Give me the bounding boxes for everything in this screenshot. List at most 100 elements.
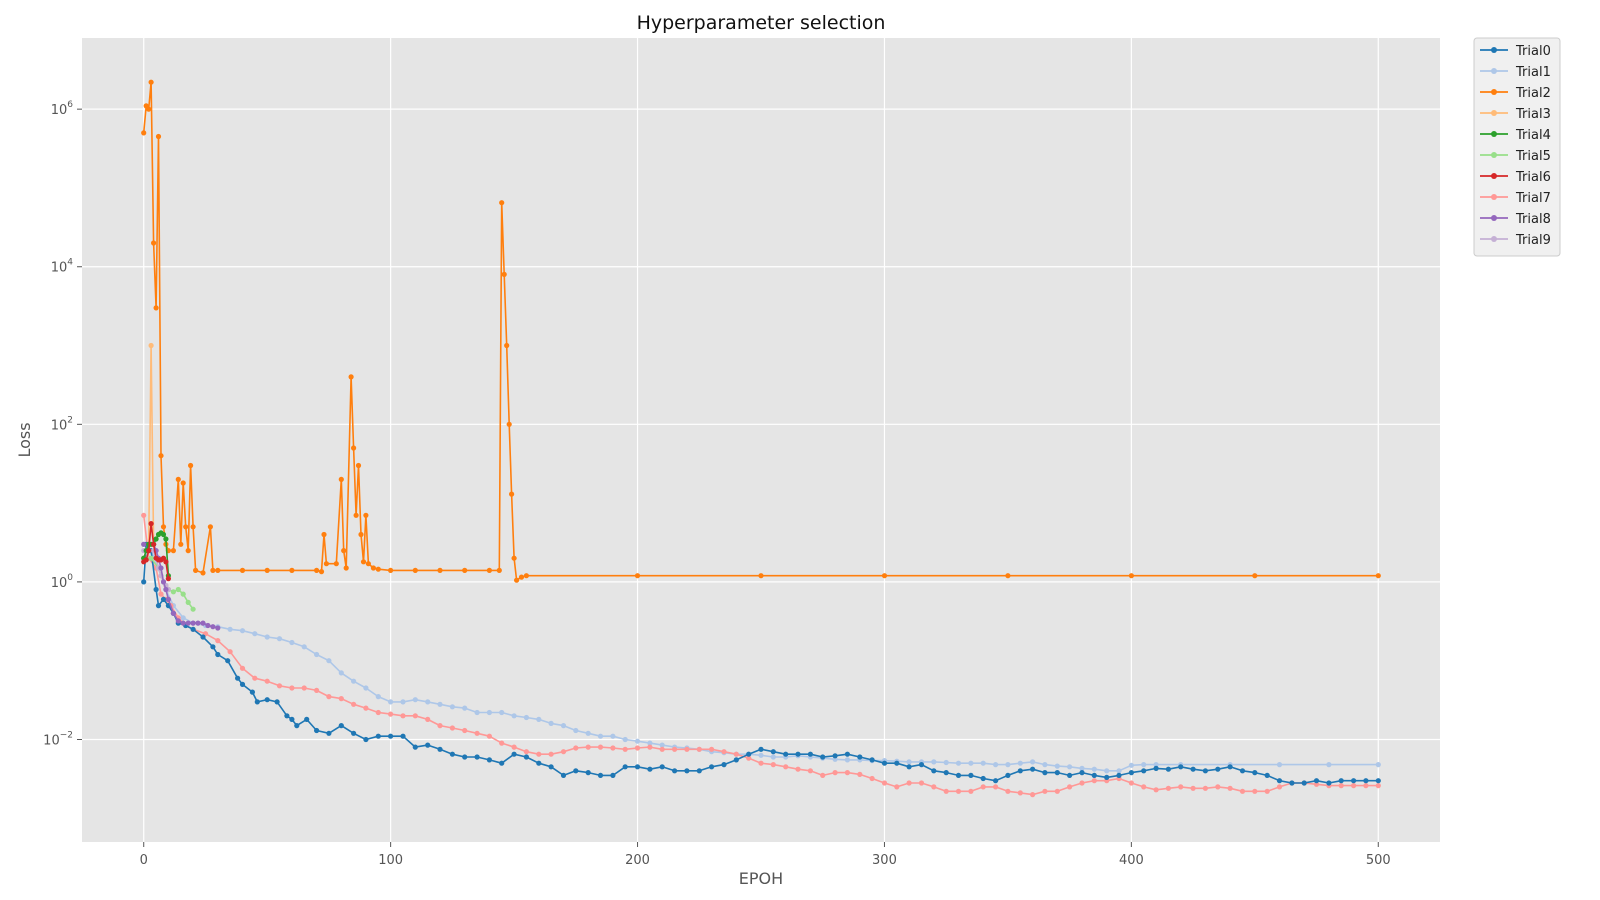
data-point xyxy=(314,651,320,658)
data-point xyxy=(341,548,347,554)
data-point xyxy=(758,760,764,766)
data-point xyxy=(143,557,149,563)
data-point xyxy=(548,751,554,757)
data-point xyxy=(548,764,554,770)
data-point xyxy=(1326,780,1332,786)
data-point xyxy=(1128,770,1134,776)
data-point xyxy=(523,754,530,760)
data-point xyxy=(597,772,604,779)
data-point xyxy=(148,555,154,561)
legend-swatch-marker xyxy=(1491,152,1497,158)
data-point xyxy=(993,784,999,790)
data-point xyxy=(146,548,152,554)
data-point xyxy=(225,658,231,664)
data-point xyxy=(449,725,455,731)
y-tick-base: 10 xyxy=(51,576,68,591)
data-point xyxy=(360,559,367,565)
data-point xyxy=(1104,768,1110,774)
legend-item: Trial2 xyxy=(1480,86,1551,101)
legend: Trial0 Trial1 Trial2 Trial3 Trial4 Trial5 Tria… xyxy=(1473,37,1561,257)
data-point xyxy=(968,760,974,766)
data-point xyxy=(375,733,381,739)
legend-swatch-marker xyxy=(1491,215,1497,221)
data-point xyxy=(597,744,604,750)
data-point xyxy=(672,746,678,752)
data-point xyxy=(175,586,181,593)
data-point xyxy=(351,445,357,451)
data-point xyxy=(158,565,164,571)
data-point xyxy=(1190,766,1196,772)
data-point xyxy=(151,240,157,246)
data-point xyxy=(141,512,147,518)
data-point xyxy=(1227,785,1233,791)
data-point xyxy=(264,678,270,684)
data-point xyxy=(634,573,641,579)
data-point xyxy=(210,624,216,630)
data-point xyxy=(647,744,653,750)
data-point xyxy=(160,524,167,530)
data-point xyxy=(1215,784,1221,790)
data-point xyxy=(721,749,727,755)
data-point xyxy=(351,678,357,684)
data-point xyxy=(190,626,196,632)
data-point xyxy=(375,694,381,700)
data-point xyxy=(338,670,344,676)
data-point xyxy=(215,567,221,574)
data-point xyxy=(548,720,554,727)
legend-swatch-marker xyxy=(1491,173,1497,179)
data-point xyxy=(634,764,641,770)
data-point xyxy=(301,644,307,650)
data-point xyxy=(1054,770,1060,776)
data-point xyxy=(163,559,169,565)
data-point xyxy=(323,561,329,567)
data-point xyxy=(1005,573,1011,579)
data-point xyxy=(634,738,641,744)
data-point xyxy=(153,586,159,593)
data-point xyxy=(610,733,616,739)
data-point xyxy=(622,746,628,752)
data-point xyxy=(518,574,525,580)
data-point xyxy=(276,636,283,642)
x-tick-label: 500 xyxy=(1366,853,1391,868)
data-point xyxy=(365,561,371,567)
data-point xyxy=(148,342,154,349)
data-point xyxy=(160,531,167,538)
data-point xyxy=(388,733,394,739)
data-point xyxy=(264,697,270,703)
data-point xyxy=(931,784,937,790)
data-point xyxy=(200,634,206,640)
data-point xyxy=(437,701,443,707)
data-point xyxy=(696,768,702,774)
data-point xyxy=(758,573,764,579)
data-point xyxy=(783,764,789,770)
data-point xyxy=(183,524,189,530)
data-point xyxy=(474,709,480,716)
data-point xyxy=(1363,778,1369,784)
data-point xyxy=(276,683,283,689)
data-point xyxy=(943,759,949,766)
data-point xyxy=(807,751,814,757)
data-point xyxy=(807,768,814,774)
y-tick-label: 102 xyxy=(51,415,73,433)
data-point xyxy=(188,462,194,469)
data-point xyxy=(400,713,406,719)
data-point xyxy=(585,744,591,750)
data-point xyxy=(536,751,542,757)
legend-label: Trial3 xyxy=(1515,107,1551,122)
data-point xyxy=(370,565,376,571)
data-point xyxy=(326,694,332,700)
data-point xyxy=(573,727,579,734)
y-tick-exponent: 0 xyxy=(67,573,73,583)
data-point xyxy=(1202,768,1208,774)
data-point xyxy=(141,579,147,585)
data-point xyxy=(180,615,186,621)
data-point xyxy=(1153,787,1159,793)
data-point xyxy=(881,780,888,786)
data-point xyxy=(1005,788,1011,794)
data-point xyxy=(993,762,999,768)
data-point xyxy=(148,521,154,527)
data-point xyxy=(1375,783,1381,789)
data-point xyxy=(560,723,567,729)
data-point xyxy=(375,566,381,572)
